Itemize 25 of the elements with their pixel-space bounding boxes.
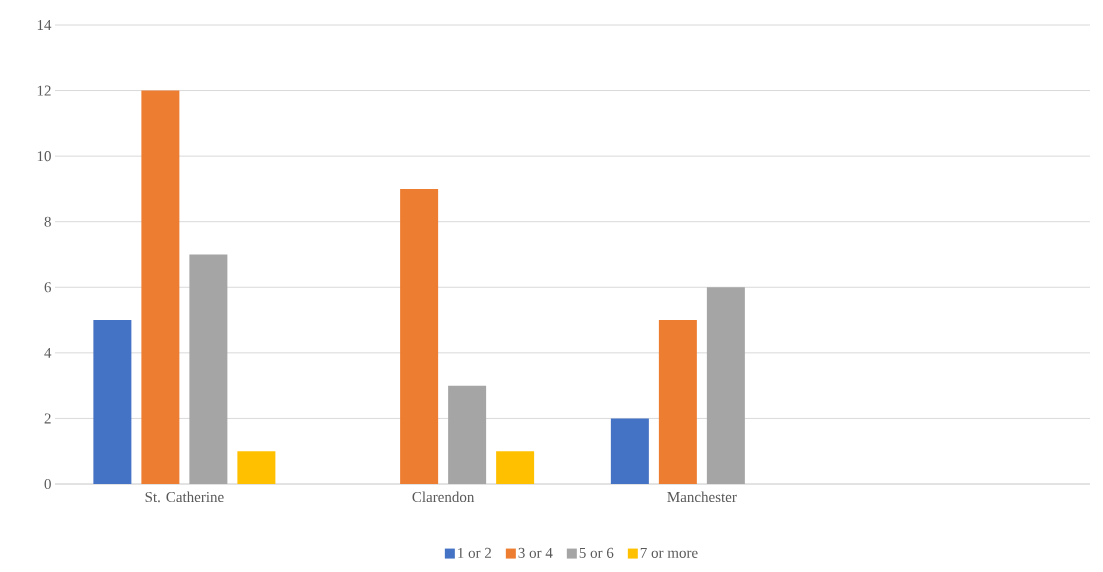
y-tick-label: 0 xyxy=(44,478,51,490)
legend-label: 1 or 2 xyxy=(458,547,491,558)
bar xyxy=(189,254,228,484)
legend-label: 5 or 6 xyxy=(579,547,614,558)
x-tick-label: Clarendon xyxy=(412,491,475,503)
bar xyxy=(496,451,535,484)
y-tick-label: 2 xyxy=(44,413,51,424)
y-tick-label: 10 xyxy=(37,151,51,162)
bar xyxy=(141,90,180,484)
legend-label: 7 or more xyxy=(640,547,698,558)
bar xyxy=(448,385,487,484)
bar xyxy=(610,418,649,484)
y-tick-label: 6 xyxy=(44,282,52,293)
y-tick-label: 14 xyxy=(37,20,52,30)
y-tick-label: 4 xyxy=(44,347,52,358)
x-tick-label: St. Catherine xyxy=(145,491,224,503)
y-tick-label: 8 xyxy=(44,216,51,227)
legend-label: 3 or 4 xyxy=(518,547,553,558)
bar xyxy=(658,320,697,484)
bar xyxy=(706,287,745,484)
x-tick-label: Manchester xyxy=(667,491,737,503)
bar xyxy=(400,188,439,484)
y-tick-label: 12 xyxy=(37,85,51,96)
bar xyxy=(237,451,276,484)
bar xyxy=(93,320,132,484)
